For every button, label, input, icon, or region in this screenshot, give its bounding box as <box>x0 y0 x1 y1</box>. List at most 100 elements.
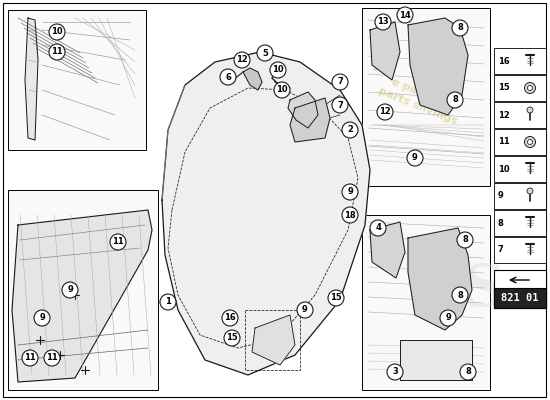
Text: 12: 12 <box>498 110 510 120</box>
Polygon shape <box>408 228 472 330</box>
Circle shape <box>49 44 65 60</box>
Text: 9: 9 <box>498 192 504 200</box>
Bar <box>494 210 546 236</box>
Text: 8: 8 <box>462 236 468 244</box>
Text: 9: 9 <box>347 188 353 196</box>
Polygon shape <box>12 210 152 382</box>
Circle shape <box>234 52 250 68</box>
Circle shape <box>527 107 533 113</box>
Bar <box>400 340 472 380</box>
Circle shape <box>22 350 38 366</box>
Text: 11: 11 <box>498 138 510 146</box>
Text: 10: 10 <box>272 66 284 74</box>
Text: 10: 10 <box>276 86 288 94</box>
Text: 7: 7 <box>498 246 504 254</box>
Polygon shape <box>408 18 468 115</box>
Circle shape <box>375 14 391 30</box>
Circle shape <box>452 287 468 303</box>
Text: 12: 12 <box>379 108 391 116</box>
Polygon shape <box>370 22 400 80</box>
Circle shape <box>460 364 476 380</box>
Circle shape <box>527 140 532 144</box>
Text: 10: 10 <box>498 164 510 174</box>
Text: GS: GS <box>414 262 506 318</box>
Bar <box>494 129 546 155</box>
Circle shape <box>440 310 456 326</box>
Circle shape <box>387 364 403 380</box>
Circle shape <box>62 282 78 298</box>
Circle shape <box>447 92 463 108</box>
Polygon shape <box>288 92 318 128</box>
Polygon shape <box>252 315 295 365</box>
Text: 8: 8 <box>452 96 458 104</box>
Text: 8: 8 <box>457 24 463 32</box>
Text: 11: 11 <box>24 354 36 362</box>
Circle shape <box>342 184 358 200</box>
Text: 2: 2 <box>347 126 353 134</box>
Text: 10: 10 <box>51 28 63 36</box>
Circle shape <box>332 74 348 90</box>
Text: 8: 8 <box>465 368 471 376</box>
Text: 7: 7 <box>337 100 343 110</box>
Bar <box>8 10 146 150</box>
Text: 5: 5 <box>262 48 268 58</box>
Text: 9: 9 <box>445 314 451 322</box>
Text: 15: 15 <box>226 334 238 342</box>
Circle shape <box>44 350 60 366</box>
Bar <box>8 190 158 390</box>
Circle shape <box>110 234 126 250</box>
Circle shape <box>525 82 536 94</box>
Text: 9: 9 <box>39 314 45 322</box>
Text: 6: 6 <box>225 72 231 82</box>
Polygon shape <box>243 68 262 90</box>
Bar <box>362 215 490 390</box>
Circle shape <box>452 20 468 36</box>
Circle shape <box>342 122 358 138</box>
Text: e passione
parts slivings: e passione parts slivings <box>211 168 329 252</box>
Circle shape <box>257 45 273 61</box>
Bar <box>494 156 546 182</box>
Bar <box>494 102 546 128</box>
Text: 7: 7 <box>337 78 343 86</box>
Text: 8: 8 <box>457 290 463 300</box>
Circle shape <box>527 86 532 90</box>
Bar <box>494 48 546 74</box>
Text: 9: 9 <box>67 286 73 294</box>
Text: 15: 15 <box>330 294 342 302</box>
Text: 15: 15 <box>498 84 510 92</box>
Text: 11: 11 <box>46 354 58 362</box>
Text: 16: 16 <box>224 314 236 322</box>
Text: 821 01: 821 01 <box>501 293 539 303</box>
Bar <box>494 75 546 101</box>
Circle shape <box>270 62 286 78</box>
Bar <box>494 237 546 263</box>
Circle shape <box>224 330 240 346</box>
Circle shape <box>49 24 65 40</box>
Text: e passione
parts slivings: e passione parts slivings <box>377 74 463 126</box>
Circle shape <box>160 294 176 310</box>
Circle shape <box>342 207 358 223</box>
Circle shape <box>332 97 348 113</box>
Polygon shape <box>290 98 330 142</box>
Bar <box>494 270 546 308</box>
Text: 4: 4 <box>375 224 381 232</box>
Text: 13: 13 <box>377 18 389 26</box>
Circle shape <box>525 136 536 148</box>
Text: 3: 3 <box>392 368 398 376</box>
Text: 9: 9 <box>412 154 418 162</box>
Polygon shape <box>25 18 38 140</box>
Bar <box>494 183 546 209</box>
Text: 16: 16 <box>498 56 510 66</box>
Circle shape <box>370 220 386 236</box>
Text: 9: 9 <box>302 306 308 314</box>
Circle shape <box>457 232 473 248</box>
Circle shape <box>274 82 290 98</box>
Circle shape <box>527 188 533 194</box>
Text: 8: 8 <box>498 218 504 228</box>
Polygon shape <box>370 222 405 278</box>
Circle shape <box>377 104 393 120</box>
Circle shape <box>220 69 236 85</box>
Text: 14: 14 <box>399 10 411 20</box>
Text: 1: 1 <box>165 298 171 306</box>
Polygon shape <box>162 52 370 375</box>
